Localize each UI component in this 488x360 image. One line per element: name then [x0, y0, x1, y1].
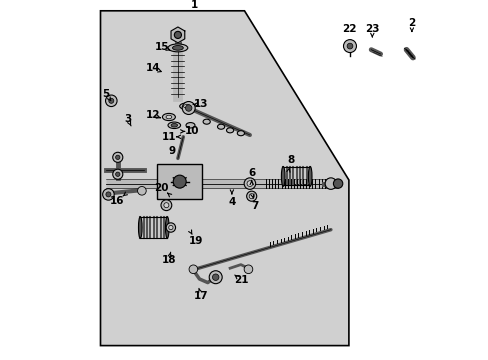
Text: 16: 16 — [109, 196, 123, 206]
Ellipse shape — [166, 115, 171, 119]
Text: 3: 3 — [123, 114, 131, 124]
Text: 19: 19 — [188, 236, 203, 246]
Text: 4: 4 — [228, 197, 235, 207]
Ellipse shape — [162, 113, 175, 121]
Ellipse shape — [172, 46, 183, 50]
Circle shape — [244, 178, 255, 189]
Circle shape — [182, 102, 195, 114]
Text: 12: 12 — [145, 110, 160, 120]
Text: 2: 2 — [407, 18, 415, 28]
Circle shape — [343, 40, 356, 53]
Ellipse shape — [203, 119, 210, 124]
Circle shape — [173, 175, 186, 188]
Ellipse shape — [179, 103, 194, 109]
Text: 8: 8 — [287, 155, 294, 165]
Ellipse shape — [185, 122, 195, 128]
Text: 13: 13 — [194, 99, 208, 109]
Text: 20: 20 — [154, 183, 169, 193]
Text: 21: 21 — [233, 275, 247, 285]
Text: 9: 9 — [168, 146, 176, 156]
Circle shape — [246, 191, 256, 201]
Circle shape — [106, 192, 111, 197]
Text: 23: 23 — [365, 24, 379, 34]
Text: 11: 11 — [162, 132, 176, 142]
Text: 1: 1 — [190, 0, 197, 10]
Circle shape — [249, 194, 254, 199]
Circle shape — [137, 186, 146, 195]
Circle shape — [115, 155, 120, 159]
Ellipse shape — [237, 131, 244, 136]
Ellipse shape — [165, 217, 169, 238]
Circle shape — [161, 200, 171, 211]
Text: 10: 10 — [184, 126, 199, 136]
Circle shape — [212, 274, 219, 280]
Circle shape — [209, 271, 222, 284]
Ellipse shape — [308, 166, 311, 186]
Circle shape — [113, 152, 122, 162]
Ellipse shape — [168, 122, 180, 129]
Text: 5: 5 — [102, 89, 109, 99]
Text: 15: 15 — [154, 42, 169, 52]
Circle shape — [115, 172, 120, 176]
Circle shape — [246, 181, 252, 186]
FancyBboxPatch shape — [157, 164, 202, 199]
Ellipse shape — [183, 104, 190, 108]
Circle shape — [105, 95, 117, 107]
Text: 17: 17 — [194, 291, 208, 301]
Text: 7: 7 — [251, 201, 259, 211]
Circle shape — [174, 31, 181, 39]
Ellipse shape — [217, 124, 224, 129]
Circle shape — [108, 98, 114, 103]
Circle shape — [346, 43, 352, 49]
Circle shape — [163, 203, 168, 208]
Text: 22: 22 — [341, 24, 355, 34]
Ellipse shape — [138, 217, 142, 238]
Circle shape — [244, 265, 252, 274]
Circle shape — [185, 105, 192, 111]
Ellipse shape — [168, 44, 187, 52]
Circle shape — [113, 169, 122, 179]
Ellipse shape — [281, 166, 285, 186]
Circle shape — [333, 179, 342, 188]
Polygon shape — [101, 11, 348, 346]
Ellipse shape — [171, 123, 177, 127]
Circle shape — [189, 265, 197, 274]
Circle shape — [166, 223, 175, 232]
Text: 6: 6 — [247, 168, 255, 178]
Circle shape — [168, 225, 173, 230]
Ellipse shape — [226, 128, 233, 133]
Circle shape — [325, 178, 336, 189]
Circle shape — [102, 189, 114, 200]
Polygon shape — [171, 27, 184, 43]
Text: 14: 14 — [145, 63, 160, 73]
Text: 18: 18 — [162, 255, 176, 265]
